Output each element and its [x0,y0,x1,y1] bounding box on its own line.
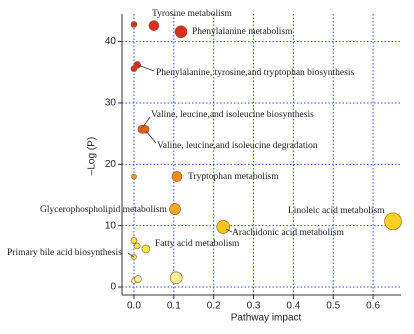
x-tick-label: 0.3 [247,301,261,312]
annotation: Glycerophospholipid metabolism [40,205,168,215]
point [169,203,181,215]
annotation: Tryptophan metabolism [188,172,279,182]
point [130,65,138,72]
x-tick-label: 0.6 [366,301,380,312]
point [174,25,188,39]
annotation: Phenylalanine metabolism [192,27,293,37]
x-tick-label: 0.4 [286,301,300,312]
y-tick-label: 40 [105,36,117,47]
point [134,275,142,283]
y-axis-label: –Log (P) [87,137,98,175]
leader-line [137,64,155,72]
point [216,220,231,234]
x-tick-label: 0.0 [127,301,141,312]
point [169,271,183,285]
annotation: Arachidonic acid metabolism [232,228,344,238]
annotation: Valine, leucine,and isoleucine biosynthe… [151,110,314,120]
x-axis-label: Pathway impact [231,313,302,324]
x-tick-label: 0.2 [207,301,221,312]
point [384,212,402,231]
point [130,21,138,28]
annotation: Phenylalanine, tyrosine,and tryptophan b… [156,68,354,78]
annotation: Tyrosine metabolism [152,9,232,19]
x-tick-label: 0.5 [326,301,340,312]
annotation: Primary bile acid biosynthesis [7,248,122,258]
point [130,237,138,244]
annotation: Valine, leucine,and isoleucine degradati… [157,141,318,151]
y-tick-label: 30 [105,98,117,109]
y-tick-label: 0 [110,282,116,293]
annotation: Fatty acid metabolism [155,239,240,249]
y-tick-label: 20 [105,159,117,170]
point [171,171,183,182]
point [140,125,150,134]
y-tick-label: 10 [105,220,117,231]
x-tick-label: 0.1 [167,301,181,312]
leader-line [127,252,135,258]
point [131,173,137,180]
leader-line [225,228,233,233]
annotation: Linoleic acid metabolism [288,206,385,216]
leader-line [142,116,151,128]
point [148,20,160,31]
leader-line [145,130,157,144]
point [141,244,151,254]
point [133,242,141,250]
